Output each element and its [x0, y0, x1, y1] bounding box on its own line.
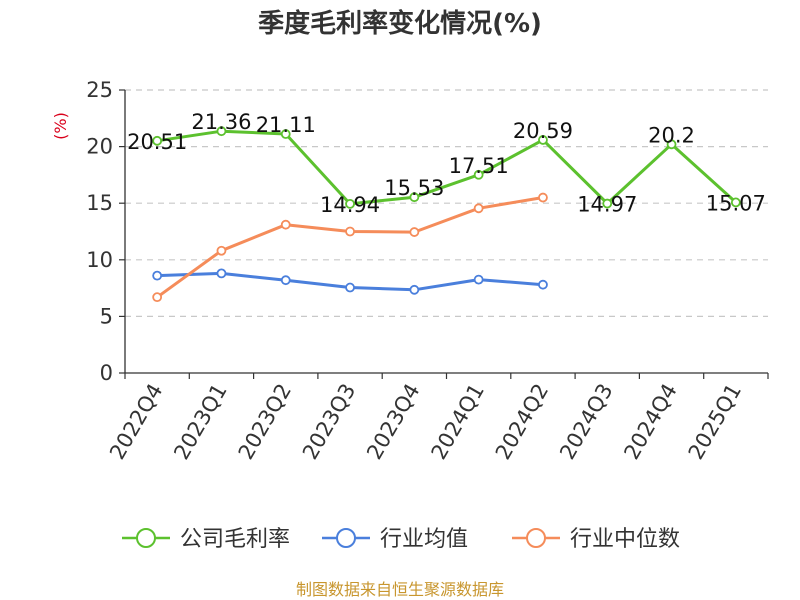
data-point: [538, 135, 548, 145]
data-point: [152, 292, 163, 303]
x-tick-label: 2022Q4: [105, 380, 167, 464]
legend-label: 公司毛利率: [180, 527, 290, 552]
source-note: 制图数据来自恒生聚源数据库: [296, 580, 504, 599]
data-point: [216, 126, 227, 137]
x-tick-label: 2023Q2: [234, 380, 296, 464]
x-tick-label: 2024Q1: [427, 380, 489, 464]
data-label: 20.51: [127, 130, 187, 154]
x-tick-label: 2024Q2: [491, 380, 553, 464]
chart-title: 季度毛利率变化情况(%): [258, 8, 542, 39]
x-tick-label: 2024Q4: [619, 380, 681, 464]
x-tick-label: 2024Q3: [555, 380, 617, 464]
data-label: 21.11: [256, 113, 316, 137]
data-point: [345, 282, 355, 293]
data-point: [152, 270, 163, 281]
y-tick-label: 0: [100, 361, 113, 385]
y-tick-label: 20: [86, 135, 113, 159]
data-label: 17.51: [449, 154, 509, 178]
legend-marker: [336, 528, 356, 548]
legend-label: 行业中位数: [570, 527, 680, 552]
data-point: [602, 198, 613, 209]
x-tick-label: 2025Q1: [684, 380, 746, 464]
data-point: [152, 135, 163, 146]
y-tick-label: 25: [86, 78, 113, 102]
data-label: 15.53: [384, 176, 444, 200]
data-point: [280, 219, 291, 230]
y-axis-unit: (%): [51, 112, 70, 140]
data-point: [345, 226, 355, 237]
data-point: [473, 274, 484, 285]
data-label: 21.36: [191, 110, 251, 134]
data-point: [345, 198, 355, 209]
series-layer: [152, 126, 741, 303]
x-tick-label: 2023Q4: [362, 380, 424, 464]
series-line: [156, 129, 737, 206]
data-point: [730, 197, 741, 208]
data-point: [216, 245, 227, 256]
y-tick-label: 15: [86, 191, 113, 215]
data-point: [666, 139, 677, 150]
legend-label: 行业均值: [380, 527, 468, 552]
grid: [125, 89, 768, 317]
data-label: 14.94: [320, 193, 380, 217]
x-tick-label: 2023Q3: [298, 380, 360, 464]
data-point: [409, 227, 420, 237]
data-point: [473, 169, 484, 180]
data-point: [409, 284, 420, 295]
y-tick-label: 10: [86, 248, 113, 272]
data-point: [216, 268, 227, 279]
data-label: 20.2: [648, 123, 695, 147]
x-tick-label: 2023Q1: [169, 380, 231, 464]
legend-marker: [526, 528, 546, 548]
data-point: [538, 192, 548, 203]
legend: 公司毛利率 行业均值 行业中位数: [122, 527, 680, 552]
data-point: [409, 192, 420, 203]
data-label: 14.97: [577, 193, 637, 217]
data-label: 15.07: [706, 191, 766, 215]
data-point: [473, 203, 484, 214]
data-point: [280, 275, 291, 286]
legend-marker: [136, 528, 156, 548]
data-point: [538, 279, 548, 290]
data-label: 20.59: [513, 119, 573, 143]
data-point: [280, 129, 291, 139]
y-tick-label: 5: [100, 304, 113, 328]
